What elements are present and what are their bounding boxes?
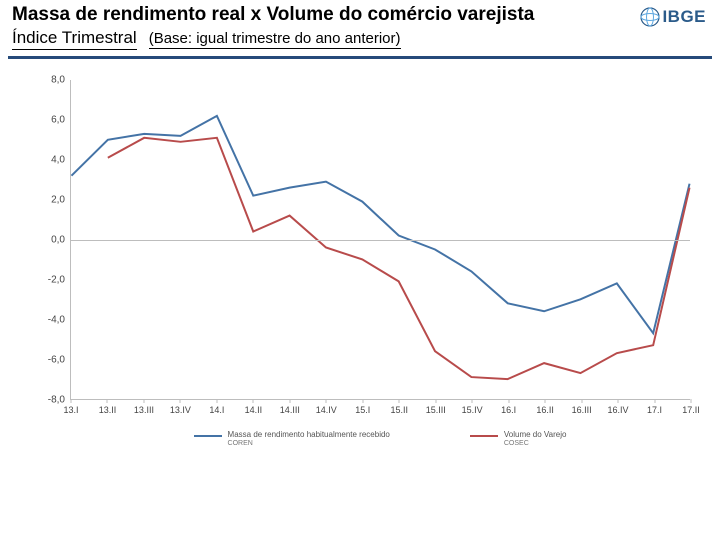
x-axis-tick: 16.IV — [608, 399, 629, 415]
zero-line — [71, 240, 690, 241]
y-axis-tick: -2,0 — [48, 275, 71, 286]
x-axis-tick: 16.I — [501, 399, 516, 415]
x-axis-tick: 13.III — [134, 399, 154, 415]
x-axis-tick: 17.I — [647, 399, 662, 415]
y-axis-tick: -4,0 — [48, 315, 71, 326]
subtitle-row: Índice Trimestral (Base: igual trimestre… — [12, 28, 708, 50]
x-axis-tick: 13.I — [63, 399, 78, 415]
x-axis-tick: 16.III — [572, 399, 592, 415]
x-axis-tick: 14.III — [280, 399, 300, 415]
y-axis-tick: 6,0 — [51, 115, 71, 126]
legend-swatch — [194, 435, 222, 437]
base-note: (Base: igual trimestre do ano anterior) — [149, 30, 401, 49]
series-line-massa — [71, 116, 689, 333]
legend-swatch — [470, 435, 498, 437]
ibge-logo-text: IBGE — [662, 7, 706, 27]
x-axis-tick: 15.III — [426, 399, 446, 415]
chart-legend: Massa de rendimento habitualmente recebi… — [70, 430, 690, 449]
header-divider — [8, 56, 712, 59]
x-axis-tick: 17.II — [682, 399, 700, 415]
series-line-varejo — [108, 138, 690, 379]
y-axis-tick: -6,0 — [48, 355, 71, 366]
x-axis-tick: 14.IV — [316, 399, 337, 415]
chart-container: 8,06,04,02,00,0-2,0-4,0-6,0-8,013.I13.II… — [10, 60, 710, 490]
ibge-logo-mark — [640, 7, 660, 27]
x-axis-tick: 15.IV — [462, 399, 483, 415]
x-axis-tick: 14.I — [209, 399, 224, 415]
legend-label: Volume do VarejoCOSEC — [504, 430, 567, 449]
x-axis-tick: 15.I — [355, 399, 370, 415]
legend-label: Massa de rendimento habitualmente recebi… — [228, 430, 390, 449]
x-axis-tick: 14.II — [245, 399, 263, 415]
x-axis-tick: 15.II — [390, 399, 408, 415]
x-axis-tick: 13.II — [99, 399, 117, 415]
subtitle: Índice Trimestral — [12, 28, 137, 50]
y-axis-tick: 4,0 — [51, 155, 71, 166]
x-axis-tick: 16.II — [536, 399, 554, 415]
y-axis-tick: 0,0 — [51, 235, 71, 246]
y-axis-tick: 2,0 — [51, 195, 71, 206]
legend-item-varejo: Volume do VarejoCOSEC — [470, 430, 567, 449]
plot-area: 8,06,04,02,00,0-2,0-4,0-6,0-8,013.I13.II… — [70, 80, 690, 400]
y-axis-tick: 8,0 — [51, 75, 71, 86]
x-axis-tick: 13.IV — [170, 399, 191, 415]
legend-item-massa: Massa de rendimento habitualmente recebi… — [194, 430, 390, 449]
ibge-logo: IBGE — [640, 6, 706, 28]
page-title: Massa de rendimento real x Volume do com… — [12, 4, 708, 26]
